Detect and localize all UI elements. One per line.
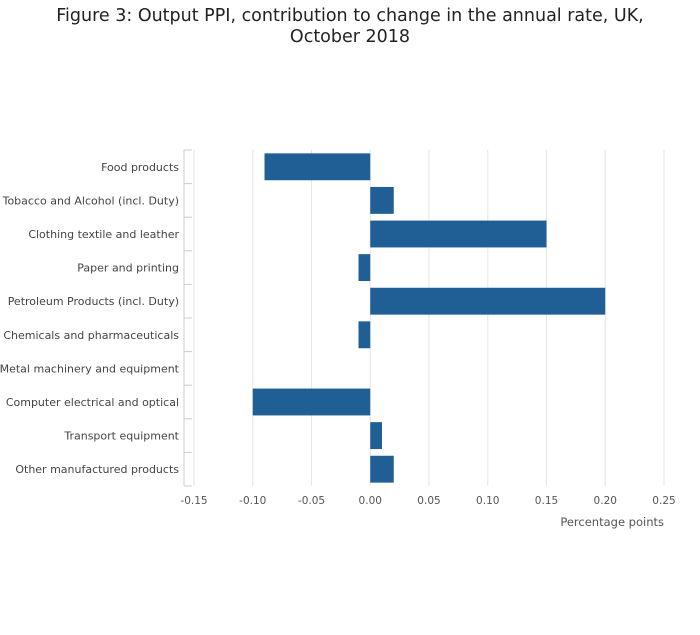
category-label: Food products xyxy=(101,161,179,174)
x-axis-title: Percentage points xyxy=(560,515,664,529)
category-label: Petroleum Products (incl. Duty) xyxy=(8,295,179,308)
x-tick-label: 0.25 xyxy=(652,495,675,507)
x-tick-label: -0.05 xyxy=(298,495,325,507)
x-tick-label: 0.10 xyxy=(476,495,499,507)
bar xyxy=(370,455,394,483)
category-label: Tobacco and Alcohol (incl. Duty) xyxy=(2,194,179,207)
category-label: Clothing textile and leather xyxy=(28,228,179,241)
x-tick-label: -0.15 xyxy=(180,495,207,507)
bar xyxy=(370,422,382,450)
x-tick-label: 0.15 xyxy=(535,495,558,507)
bar xyxy=(358,254,371,282)
x-tick-label: 0.20 xyxy=(594,495,617,507)
bar xyxy=(370,287,606,315)
category-label: Chemicals and pharmaceuticals xyxy=(3,329,179,342)
category-label: Paper and printing xyxy=(77,262,179,275)
bar xyxy=(358,321,371,349)
bar xyxy=(370,220,547,248)
bar xyxy=(252,388,371,416)
category-label: Other manufactured products xyxy=(15,463,179,476)
category-label: Computer electrical and optical xyxy=(6,396,179,409)
category-label: Transport equipment xyxy=(63,430,179,443)
x-tick-label: -0.10 xyxy=(239,495,266,507)
x-tick-label: 0.00 xyxy=(359,495,382,507)
bar xyxy=(370,186,394,214)
chart-title: Figure 3: Output PPI, contribution to ch… xyxy=(56,6,644,47)
bar xyxy=(264,153,371,181)
category-label: Metal machinery and equipment xyxy=(0,362,180,375)
x-tick-label: 0.05 xyxy=(417,495,440,507)
